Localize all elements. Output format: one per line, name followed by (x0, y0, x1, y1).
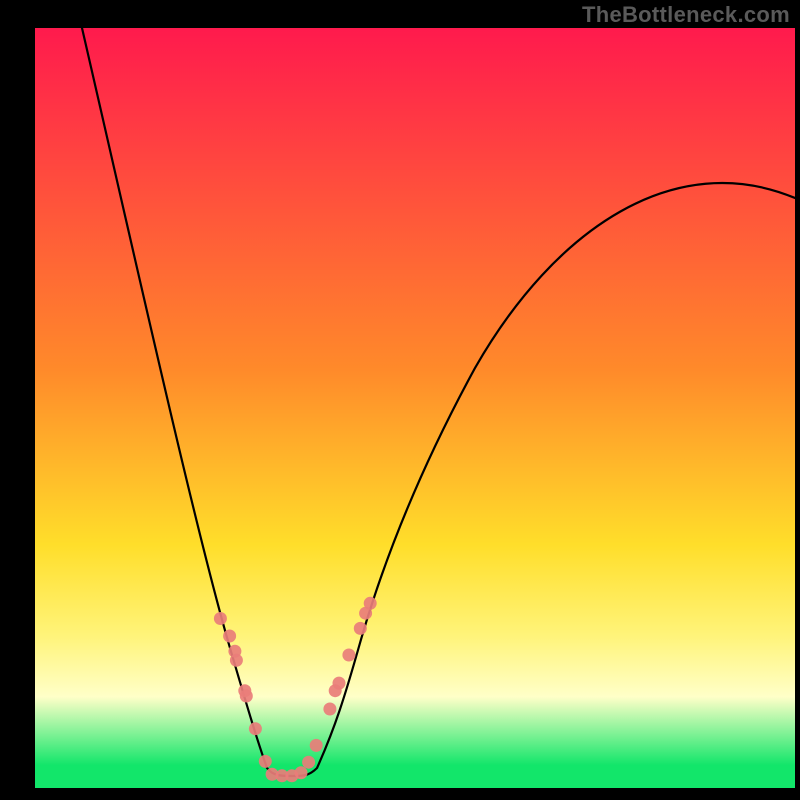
marker-point (223, 630, 236, 643)
chart-outer-frame: TheBottleneck.com (0, 0, 800, 800)
bottleneck-curve-svg (35, 28, 795, 788)
marker-point (249, 722, 262, 735)
marker-point (240, 690, 253, 703)
marker-point (354, 622, 367, 635)
watermark-text: TheBottleneck.com (582, 2, 790, 28)
marker-point (323, 703, 336, 716)
marker-point (214, 612, 227, 625)
marker-point (302, 756, 315, 769)
bottleneck-curve-path (82, 28, 795, 776)
marker-point (295, 766, 308, 779)
marker-point (310, 739, 323, 752)
chart-gradient-area (35, 28, 795, 788)
marker-group (214, 597, 377, 783)
marker-point (333, 677, 346, 690)
marker-point (230, 654, 243, 667)
marker-point (342, 649, 355, 662)
marker-point (259, 755, 272, 768)
marker-point (364, 597, 377, 610)
